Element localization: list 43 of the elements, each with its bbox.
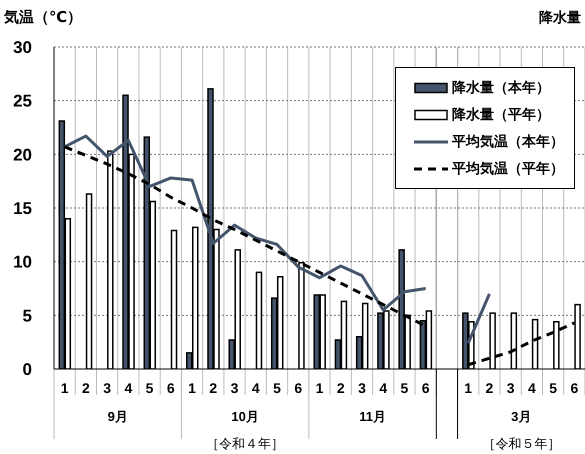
x-tick-label: 2 <box>486 380 494 396</box>
y-axis-title: 気温（℃） <box>3 9 82 26</box>
legend-label: 降水量（本年） <box>452 78 550 96</box>
y-tick-label: 30 <box>13 38 32 58</box>
y-tick-label: 0 <box>22 360 32 380</box>
x-tick-label: 5 <box>273 380 282 396</box>
y-tick-label: 20 <box>13 145 32 164</box>
text: 3月 <box>511 409 532 424</box>
x-tick-label: 2 <box>209 380 218 396</box>
x-tick-label: 6 <box>294 380 302 396</box>
x-tick-label: 4 <box>528 380 536 396</box>
y-tick-label: 10 <box>13 252 32 272</box>
x-tick-label: 6 <box>422 380 430 396</box>
text: 降水量 <box>539 9 581 25</box>
x-tick-label: 4 <box>252 380 260 396</box>
x-tick-label: 1 <box>464 380 472 396</box>
y-tick-label: 5 <box>22 306 32 326</box>
x-tick-label: 5 <box>400 380 409 396</box>
x-tick-label: 4 <box>379 380 388 396</box>
y-tick-label: 15 <box>13 199 32 218</box>
x-tick-label: 1 <box>188 380 196 396</box>
legend-label: 降水量（平年） <box>452 106 550 124</box>
x-tick-label: 1 <box>60 380 69 396</box>
x-tick-label: 4 <box>124 380 132 396</box>
x-tick-label: 1 <box>316 380 324 396</box>
x-tick-label: 3 <box>358 380 366 396</box>
x-tick-label: 5 <box>146 380 154 396</box>
x-tick-label: 5 <box>549 380 558 396</box>
legend-label: 平均気温（本年） <box>452 132 564 150</box>
x-tick-label: 6 <box>166 380 175 396</box>
legend-label: 平均気温（平年） <box>452 160 564 178</box>
text: 9月 <box>108 409 128 424</box>
x-tick-label: 2 <box>336 380 345 396</box>
text: 10月 <box>231 409 259 424</box>
text: ［令和５年］ <box>482 436 560 451</box>
y-tick-label: 25 <box>13 92 32 111</box>
text: ［令和４年］ <box>206 436 284 451</box>
x-tick-label: 3 <box>230 380 239 396</box>
text: 11月 <box>359 409 386 424</box>
x-tick-label: 3 <box>506 380 515 396</box>
x-tick-label: 3 <box>103 380 112 396</box>
x-tick-label: 6 <box>570 380 578 396</box>
x-tick-label: 2 <box>82 380 90 396</box>
